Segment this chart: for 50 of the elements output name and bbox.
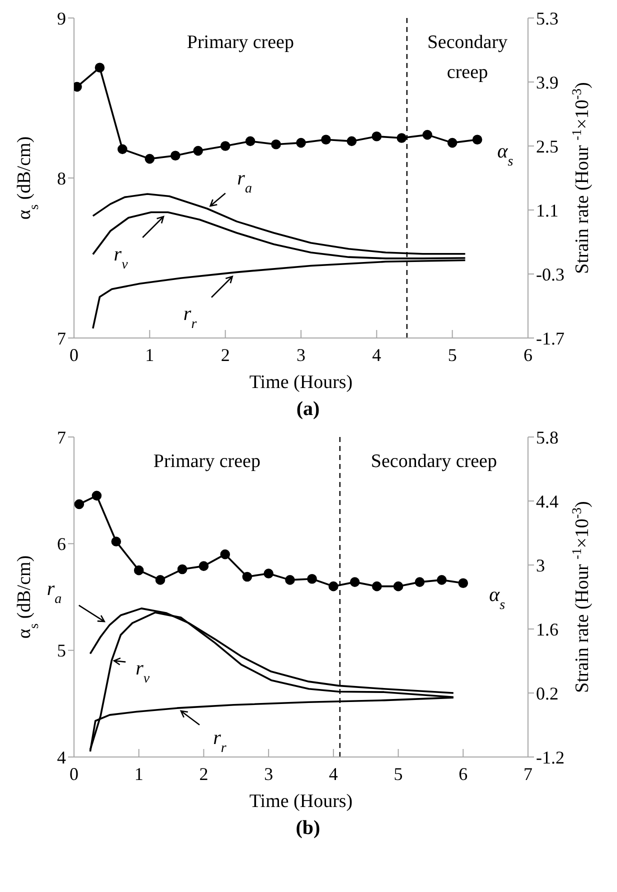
y2-tick-label: 4.4 [536,491,558,512]
y-tick-label: 4 [57,747,66,768]
x-tick-label: 1 [134,764,144,784]
x-axis-title: Time (Hours) [249,791,353,812]
y-tick-label: 8 [57,168,66,188]
series-label: α$_{s}$ [489,584,506,613]
x-tick-label: 0 [70,764,78,784]
x-tick-label: 3 [296,344,306,365]
y2-tick-label: -0.3 [536,264,564,284]
text: (a) [295,398,321,421]
y2-tick-label: 1.1 [536,200,558,220]
x-tick-label: 6 [458,764,468,784]
text: (b) [294,817,322,840]
annotation: Secondary creep [427,32,508,83]
annotation: Secondary creep [370,451,497,472]
y2-tick-label: 5.3 [536,8,558,28]
x-tick-label: 5 [394,764,403,784]
text: r$_{a}$ [46,578,62,606]
y-tick-label: 9 [57,8,66,28]
x-tick-label: 4 [372,344,382,365]
y2-tick-label: -1.7 [536,328,564,348]
x-tick-label: 5 [448,344,457,365]
y-tick-label: 7 [57,427,66,448]
series-label: r$_{r}$ [213,727,227,756]
series-label: α$_{s}$ [497,140,514,170]
x-tick-label: 1 [145,344,154,365]
x-tick-label: 6 [524,344,532,365]
x-axis-title: Time (Hours) [249,372,353,393]
series-label: r$_{v}$ [114,243,129,272]
x-tick-label: 2 [220,344,230,365]
y2-tick-label: 3.9 [536,72,558,92]
y2-tick-label: 0.2 [536,683,558,704]
series-label: r$_{a}$ [237,168,252,196]
x-tick-label: 3 [264,764,274,784]
x-tick-label: 4 [328,764,338,784]
legend-label: r$_{v}$ [136,658,150,686]
annotation: Primary creep [153,451,261,472]
y2-tick-label: 3 [536,555,545,576]
y2-tick-label: 1.6 [536,619,558,640]
y-tick-label: 6 [57,534,66,554]
y2-tick-label: 5.8 [536,427,558,448]
x-tick-label: 7 [524,764,532,784]
y-tick-label: 5 [57,640,66,661]
y-tick-label: 7 [57,328,66,348]
y2-tick-label: 2.5 [536,136,558,156]
annotation: Primary creep [186,32,294,53]
x-tick-label: 2 [199,764,208,784]
x-tick-label: 0 [70,344,78,365]
y2-tick-label: -1.2 [536,747,564,768]
series-label: r$_{r}$ [183,303,198,332]
